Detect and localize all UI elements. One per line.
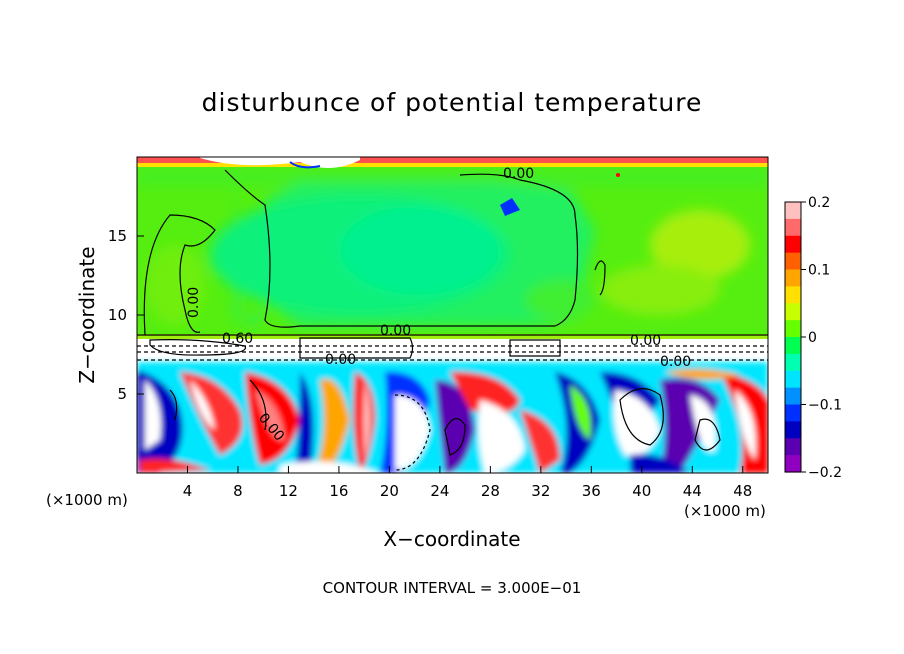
contour-label: 0.00 (186, 287, 202, 318)
colorbar-swatch (785, 353, 801, 372)
colorbar-swatch (785, 286, 801, 304)
contour-label: 0.00 (325, 352, 356, 368)
y-tick-label: 15 (108, 227, 127, 245)
x-unit-left: (×1000 m) (46, 491, 128, 509)
x-tick-label: 32 (531, 482, 550, 500)
colorbar-swatch (785, 370, 801, 389)
colorbar-tick-label: 0.2 (808, 195, 830, 211)
colorbar-swatch (785, 337, 801, 355)
x-tick-label: 20 (380, 482, 399, 500)
colorbar-tick-label: −0.1 (808, 398, 842, 414)
colorbar-tick-label: 0 (808, 330, 817, 346)
x-axis-label: X−coordinate (383, 527, 520, 551)
contour-interval-caption: CONTOUR INTERVAL = 3.000E−01 (323, 579, 582, 597)
colorbar-swatch (785, 455, 801, 473)
colorbar-swatch (785, 404, 801, 422)
colorbar-swatch (785, 421, 801, 439)
y-axis-label: Z−coordinate (75, 246, 99, 383)
x-tick-label: 8 (233, 482, 243, 500)
colorbar-swatch (785, 269, 801, 287)
y-tick-label: 10 (108, 306, 127, 324)
x-tick-label: 16 (329, 482, 348, 500)
x-tick-label: 40 (632, 482, 651, 500)
heatmap-field: 0.00 0.00 0.00 0.60 0.00 0.00 0.00 0.00 (137, 157, 768, 473)
x-tick-label: 48 (733, 482, 752, 500)
x-unit-right: (×1000 m) (684, 502, 766, 520)
x-tick-label: 24 (430, 482, 449, 500)
y-tick-label: 5 (117, 385, 127, 403)
contour-label: 0.00 (380, 323, 411, 339)
colorbar-swatch (785, 202, 801, 220)
contour-label: 0.00 (503, 166, 534, 182)
colorbar-tick-label: −0.2 (808, 465, 842, 481)
x-tick-label: 28 (481, 482, 500, 500)
colorbar-swatch (785, 303, 801, 321)
contour-label: 0.00 (630, 333, 661, 349)
colorbar-swatch (785, 387, 801, 406)
colorbar-ticks: 0.2 0.1 0 −0.1 −0.2 (801, 195, 842, 481)
x-tick-label: 12 (279, 482, 298, 500)
colorbar-swatch (785, 235, 801, 254)
contour-label: 0.60 (222, 331, 253, 347)
y-axis-ticks: 5 10 15 (108, 227, 144, 403)
x-tick-label: 36 (582, 482, 601, 500)
colorbar-tick-label: 0.1 (808, 263, 830, 279)
colorbar-swatch (785, 218, 801, 237)
colorbar-swatch (785, 438, 801, 456)
colorbar-swatch (785, 252, 801, 271)
colorbar (785, 202, 801, 473)
colorbar-swatch (785, 320, 801, 338)
x-tick-label: 4 (183, 482, 193, 500)
x-axis-ticks: 4 8 12 16 20 24 28 32 36 40 44 48 (183, 466, 752, 500)
contour-label: 0.00 (660, 354, 691, 370)
x-tick-label: 44 (683, 482, 702, 500)
chart-title: disturbunce of potential temperature (202, 88, 703, 117)
